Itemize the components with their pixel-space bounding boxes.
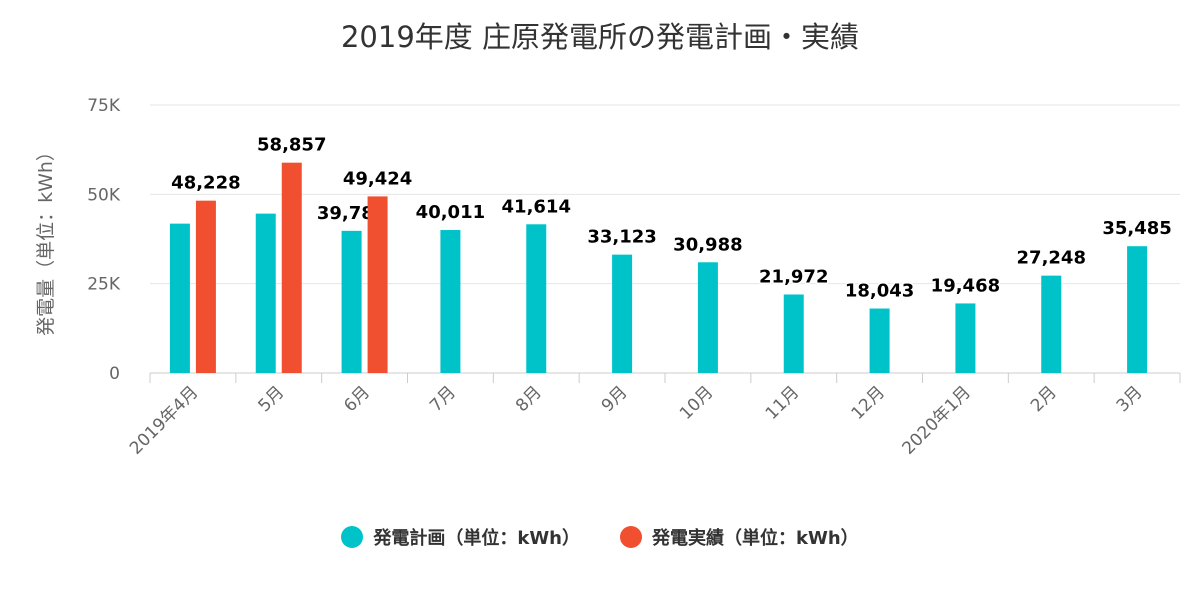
bar-plan (612, 254, 633, 373)
y-axis-title: 発電量（単位：kWh） (35, 142, 57, 336)
bar-plan (1127, 246, 1148, 373)
x-category-label: 9月 (598, 382, 632, 416)
data-label: 35,485 (1102, 218, 1171, 239)
data-label: 41,614 (502, 196, 571, 217)
x-category-label: 8月 (512, 382, 546, 416)
data-label: 49,424 (343, 168, 412, 189)
legend-swatch-plan (341, 526, 364, 548)
data-label: 40,011 (416, 202, 485, 223)
bar-plan (697, 262, 718, 373)
data-label: 33,123 (587, 227, 656, 248)
y-tick-label: 25K (87, 275, 121, 295)
x-category-label: 3月 (1113, 382, 1147, 416)
legend-swatch-actual (620, 526, 642, 548)
bar-plan (255, 213, 276, 373)
bar-plan (869, 308, 890, 373)
legend-item-actual[interactable]: 発電実績（単位：kWh） (620, 524, 859, 550)
bar-plan (1041, 275, 1062, 373)
legend-item-plan[interactable]: 発電計画（単位：kWh） (341, 524, 580, 550)
data-label: 58,857 (257, 135, 326, 156)
data-label: 21,972 (759, 266, 828, 287)
bar-plan (783, 294, 804, 373)
x-category-label: 11月 (762, 382, 803, 423)
y-tick-label: 0 (109, 364, 120, 384)
bar-actual (367, 196, 388, 373)
chart-title: 2019年度 庄原発電所の発電計画・実績 (340, 20, 860, 54)
data-label: 18,043 (845, 281, 914, 302)
x-category-label: 6月 (340, 382, 374, 416)
y-tick-label: 50K (87, 185, 121, 205)
x-category-label: 5月 (254, 382, 288, 416)
bar-plan (526, 224, 547, 373)
y-tick-label: 75K (87, 96, 121, 116)
legend-label-plan: 発電計画（単位：kWh） (373, 528, 580, 549)
bar-plan (169, 223, 190, 373)
legend: 発電計画（単位：kWh） 発電実績（単位：kWh） (0, 524, 1200, 550)
legend-label-actual: 発電実績（単位：kWh） (652, 528, 859, 549)
x-category-label: 2019年4月 (126, 382, 202, 458)
data-label: 27,248 (1017, 248, 1086, 269)
bar-plan (440, 230, 461, 373)
bar-actual (281, 162, 302, 373)
data-label: 19,468 (931, 275, 1000, 296)
bar-actual (195, 200, 216, 373)
x-category-label: 12月 (848, 382, 889, 423)
x-category-label: 2月 (1027, 382, 1061, 416)
x-category-label: 2020年1月 (899, 382, 975, 458)
bar-plan (341, 230, 362, 373)
data-label: 30,988 (673, 234, 742, 255)
x-category-label: 7月 (426, 382, 460, 416)
x-category-label: 10月 (676, 382, 717, 423)
bar-plan (955, 303, 976, 373)
data-label: 48,228 (171, 173, 240, 194)
